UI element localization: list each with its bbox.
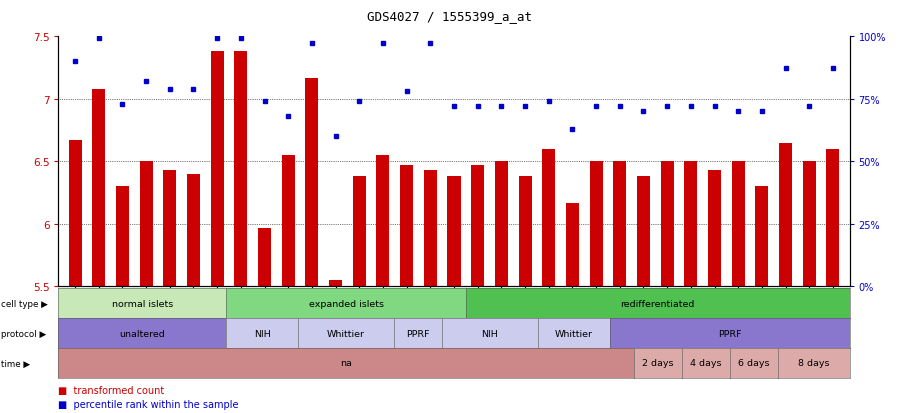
Text: ■  transformed count: ■ transformed count — [58, 385, 165, 395]
Text: Whittier: Whittier — [327, 329, 365, 338]
Bar — [329, 280, 343, 287]
Text: cell type ▶: cell type ▶ — [1, 299, 48, 308]
Bar — [519, 177, 531, 287]
Bar — [352, 177, 366, 287]
Text: na: na — [340, 358, 352, 368]
Text: PPRF: PPRF — [406, 329, 430, 338]
Text: expanded islets: expanded islets — [308, 299, 384, 308]
Text: 6 days: 6 days — [738, 358, 770, 368]
Text: protocol ▶: protocol ▶ — [1, 329, 46, 338]
Text: NIH: NIH — [482, 329, 498, 338]
Bar — [68, 141, 82, 287]
Bar — [235, 52, 247, 287]
Bar — [494, 162, 508, 287]
Bar — [306, 78, 318, 287]
Bar — [187, 174, 200, 287]
Bar — [210, 52, 224, 287]
Bar — [755, 187, 769, 287]
Text: 2 days: 2 days — [642, 358, 673, 368]
Bar — [93, 90, 105, 287]
Text: ■  percentile rank within the sample: ■ percentile rank within the sample — [58, 399, 239, 409]
Text: 8 days: 8 days — [797, 358, 830, 368]
Bar — [116, 187, 129, 287]
Text: normal islets: normal islets — [111, 299, 173, 308]
Text: Whittier: Whittier — [555, 329, 592, 338]
Bar — [826, 150, 840, 287]
Bar — [542, 150, 556, 287]
Text: GDS4027 / 1555399_a_at: GDS4027 / 1555399_a_at — [367, 10, 532, 23]
Bar — [779, 143, 792, 287]
Text: redifferentiated: redifferentiated — [620, 299, 695, 308]
Bar — [448, 177, 460, 287]
Bar — [684, 162, 698, 287]
Text: 4 days: 4 days — [690, 358, 722, 368]
Text: unaltered: unaltered — [120, 329, 165, 338]
Text: time ▶: time ▶ — [1, 358, 30, 368]
Bar — [423, 171, 437, 287]
Bar — [565, 203, 579, 287]
Bar — [400, 166, 414, 287]
Bar — [590, 162, 602, 287]
Text: PPRF: PPRF — [718, 329, 742, 338]
Bar — [281, 156, 295, 287]
Bar — [258, 228, 271, 287]
Bar — [732, 162, 744, 287]
Bar — [637, 177, 650, 287]
Bar — [803, 162, 815, 287]
Bar — [377, 156, 389, 287]
Bar — [471, 166, 485, 287]
Bar — [139, 162, 153, 287]
Bar — [708, 171, 721, 287]
Text: NIH: NIH — [254, 329, 271, 338]
Bar — [661, 162, 673, 287]
Bar — [613, 162, 627, 287]
Bar — [164, 171, 176, 287]
